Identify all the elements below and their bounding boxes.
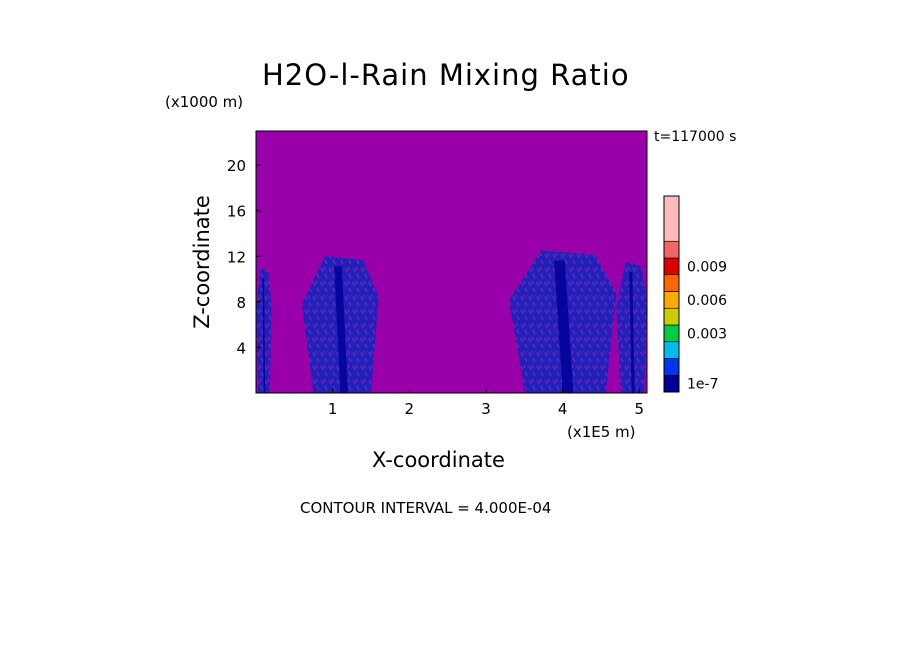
x-unit-label: (x1E5 m) [567,423,636,441]
x-tick-label: 5 [635,400,645,418]
chart-title: H2O-l-Rain Mixing Ratio [262,58,630,92]
y-tick-label: 12 [227,248,246,266]
rain-core [629,272,635,393]
y-tick-label: 4 [236,339,246,357]
colorbar-level [663,195,680,242]
plot-frame [255,130,648,394]
y-tick-label: 20 [227,157,246,175]
colorbar-frame [663,195,680,393]
colorbar-tick-label: 0.006 [687,293,727,309]
colorbar-level [663,358,680,376]
colorbar-level [663,324,680,343]
time-label: t=117000 s [654,129,737,145]
colorbar-level [663,240,680,259]
x-axis-label: X-coordinate [372,448,505,472]
x-tick-label: 4 [558,400,568,418]
colorbar-level [663,274,680,292]
colorbar-level [663,341,680,359]
contour-interval-note: CONTOUR INTERVAL = 4.000E-04 [300,499,552,517]
colorbar-tick-label: 0.003 [687,326,727,342]
y-tick-label: 8 [236,294,246,312]
x-tick-label: 2 [405,400,415,418]
colorbar-level [663,307,680,326]
colorbar-tick-label: 1e-7 [687,377,718,393]
colorbar-level [663,374,680,393]
colorbar-level [663,291,680,309]
y-tick-label: 16 [227,203,246,221]
rain-core [334,266,348,393]
colorbar-level [663,257,680,276]
rain-core [262,277,266,393]
x-tick-label: 1 [328,400,338,418]
rain-core [554,260,574,393]
colorbar-tick-label: 0.009 [687,259,727,275]
x-tick-label: 3 [481,400,491,418]
y-unit-label: (x1000 m) [165,93,244,111]
